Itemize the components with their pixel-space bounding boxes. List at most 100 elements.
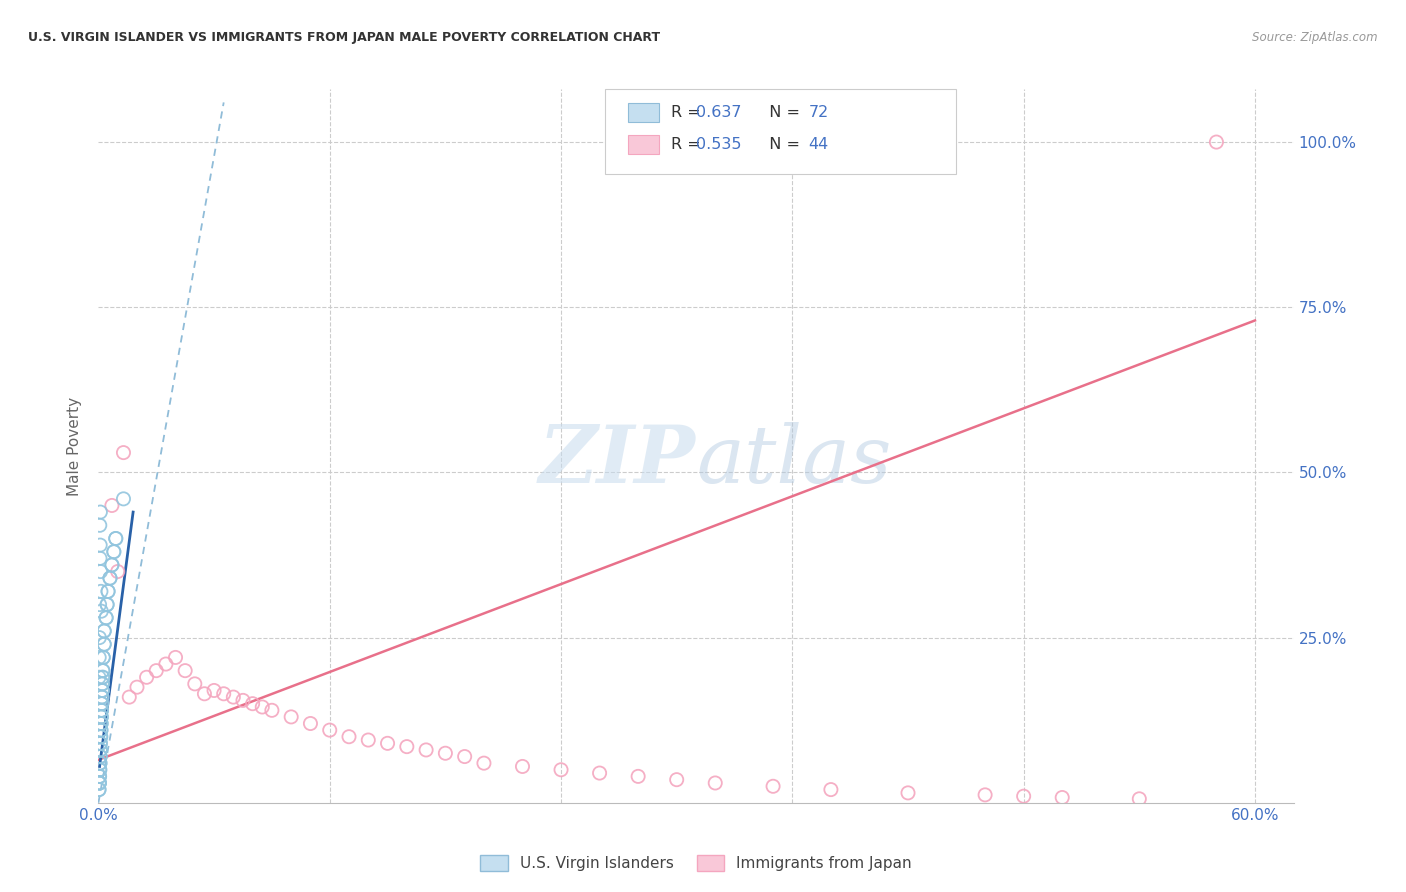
Point <box>90 697 112 711</box>
Point <box>89 749 111 764</box>
Point <box>94 611 117 625</box>
Point <box>90 604 112 618</box>
Point <box>453 749 475 764</box>
Point <box>91 670 114 684</box>
Point <box>90 730 112 744</box>
Point <box>90 703 112 717</box>
Point <box>90 716 112 731</box>
Point <box>118 690 141 704</box>
Point <box>89 743 111 757</box>
Point <box>87 670 110 684</box>
Point <box>174 664 197 678</box>
Point <box>96 598 118 612</box>
Point <box>242 697 264 711</box>
Point <box>93 624 115 638</box>
Point <box>252 700 274 714</box>
Point <box>89 763 111 777</box>
Legend: U.S. Virgin Islanders, Immigrants from Japan: U.S. Virgin Islanders, Immigrants from J… <box>474 849 918 877</box>
Text: Source: ZipAtlas.com: Source: ZipAtlas.com <box>1253 31 1378 45</box>
Point <box>89 756 111 771</box>
Point <box>96 598 118 612</box>
Point <box>820 782 842 797</box>
Point <box>627 769 650 783</box>
Point <box>89 769 111 783</box>
Text: atlas: atlas <box>696 422 891 499</box>
Point <box>89 756 111 771</box>
Point <box>89 598 111 612</box>
Point <box>98 571 121 585</box>
Y-axis label: Male Poverty: Male Poverty <box>67 396 83 496</box>
Point <box>104 532 127 546</box>
Point <box>319 723 342 738</box>
Point <box>101 558 124 572</box>
Point <box>93 637 115 651</box>
Point <box>377 736 399 750</box>
Point <box>87 782 110 797</box>
Point <box>91 664 114 678</box>
Point <box>125 680 148 694</box>
Point <box>434 746 457 760</box>
Point <box>89 763 111 777</box>
Point <box>104 532 127 546</box>
Text: 0.535: 0.535 <box>696 137 741 152</box>
Point <box>89 776 111 790</box>
Point <box>91 683 114 698</box>
Text: 0.637: 0.637 <box>696 105 741 120</box>
Point <box>91 664 114 678</box>
Point <box>395 739 418 754</box>
Point <box>89 631 111 645</box>
Point <box>112 491 135 506</box>
Point <box>222 690 245 704</box>
Point <box>1050 790 1073 805</box>
Point <box>1128 792 1150 806</box>
Point <box>91 670 114 684</box>
Point <box>665 772 688 787</box>
Point <box>472 756 495 771</box>
Point <box>897 786 920 800</box>
Point <box>91 683 114 698</box>
Point <box>93 637 115 651</box>
Point <box>90 710 112 724</box>
Point <box>89 776 111 790</box>
Point <box>101 499 124 513</box>
Text: U.S. VIRGIN ISLANDER VS IMMIGRANTS FROM JAPAN MALE POVERTY CORRELATION CHART: U.S. VIRGIN ISLANDER VS IMMIGRANTS FROM … <box>28 31 661 45</box>
Point <box>89 551 111 566</box>
Text: N =: N = <box>759 105 806 120</box>
Point <box>101 558 124 572</box>
Text: R =: R = <box>671 137 706 152</box>
Text: R =: R = <box>671 105 706 120</box>
Text: 44: 44 <box>808 137 828 152</box>
Point <box>89 736 111 750</box>
Point <box>89 650 111 665</box>
Point <box>184 677 207 691</box>
Point <box>89 518 111 533</box>
Point <box>1012 789 1035 804</box>
Point <box>90 710 112 724</box>
Point <box>212 687 235 701</box>
Point <box>90 703 112 717</box>
Point <box>97 584 120 599</box>
Point <box>89 776 111 790</box>
Point <box>90 723 112 738</box>
Point <box>89 769 111 783</box>
Point <box>155 657 177 671</box>
Point <box>588 766 610 780</box>
Point <box>94 611 117 625</box>
Point <box>89 776 111 790</box>
Point <box>89 743 111 757</box>
Point <box>97 584 120 599</box>
Point <box>260 703 283 717</box>
Point <box>90 690 112 704</box>
Point <box>103 545 125 559</box>
Point <box>90 690 112 704</box>
Text: 72: 72 <box>808 105 828 120</box>
Point <box>107 565 129 579</box>
Point <box>90 697 112 711</box>
Point <box>90 716 112 731</box>
Point <box>89 538 111 552</box>
Point <box>193 687 215 701</box>
Point <box>415 743 437 757</box>
Point <box>112 445 135 459</box>
Point <box>90 565 112 579</box>
Point <box>550 763 572 777</box>
